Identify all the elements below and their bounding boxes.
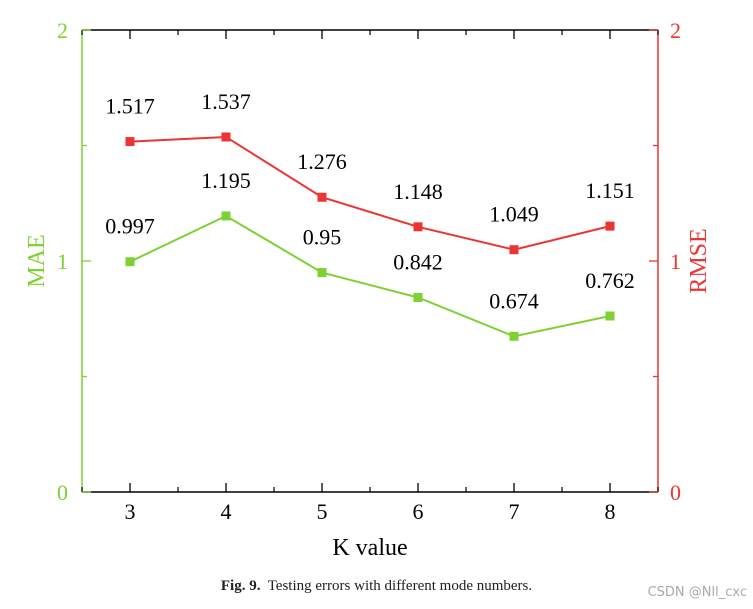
x-tick-label-4: 4: [221, 499, 232, 524]
x-tick-label-3: 3: [125, 499, 136, 524]
data-point-right-7: [509, 245, 519, 255]
left-y-tick-label-2: 2: [57, 18, 68, 43]
data-label-left-3: 0.997: [105, 214, 155, 239]
data-label-right-8: 1.151: [585, 178, 635, 203]
data-label-left-8: 0.762: [585, 268, 635, 293]
data-point-left-5: [317, 268, 327, 278]
figure-caption-label: Fig. 9.: [220, 578, 261, 594]
data-point-left-3: [125, 257, 135, 267]
data-point-right-4: [221, 132, 231, 142]
data-point-left-8: [605, 311, 615, 321]
data-point-right-6: [413, 222, 423, 232]
data-label-right-4: 1.537: [201, 89, 251, 114]
data-point-right-5: [317, 192, 327, 202]
right-y-tick-label-0: 0: [670, 480, 681, 505]
x-tick-label-7: 7: [509, 499, 520, 524]
data-label-right-5: 1.276: [297, 149, 347, 174]
data-label-left-6: 0.842: [393, 249, 443, 274]
data-label-right-3: 1.517: [105, 94, 155, 119]
left-y-tick-label-1: 1: [57, 249, 68, 274]
data-label-left-4: 1.195: [201, 168, 251, 193]
figure-caption-text: Testing errors with different mode numbe…: [267, 578, 533, 594]
series-line-left: [129, 214, 611, 338]
x-tick-label-5: 5: [317, 499, 328, 524]
x-axis-title: K value: [332, 535, 407, 561]
right-y-axis-title: RMSE: [686, 228, 712, 293]
data-point-left-7: [509, 331, 519, 341]
figure-caption: Fig. 9. Testing errors with different mo…: [0, 578, 753, 595]
data-label-left-7: 0.674: [489, 288, 539, 313]
data-point-right-3: [125, 137, 135, 147]
right-y-tick-label-2: 2: [670, 18, 681, 43]
left-y-tick-label-0: 0: [57, 480, 68, 505]
data-point-left-6: [413, 292, 423, 302]
data-point-right-8: [605, 221, 615, 231]
x-tick-label-6: 6: [413, 499, 424, 524]
data-label-right-6: 1.148: [393, 179, 443, 204]
left-y-axis-title: MAE: [24, 234, 50, 287]
series-line-right: [129, 135, 611, 251]
data-label-right-7: 1.049: [489, 202, 539, 227]
data-point-left-4: [221, 211, 231, 221]
chart: 3 4 5 6 7 8 0 1 2 0 1 2 K value MAE RMSE 0.997 1.195 0.95…: [24, 18, 712, 561]
x-tick-label-8: 8: [605, 499, 616, 524]
right-y-tick-label-1: 1: [670, 249, 681, 274]
data-label-left-5: 0.95: [303, 225, 342, 250]
watermark: CSDN @Nll_cxc: [647, 585, 747, 600]
